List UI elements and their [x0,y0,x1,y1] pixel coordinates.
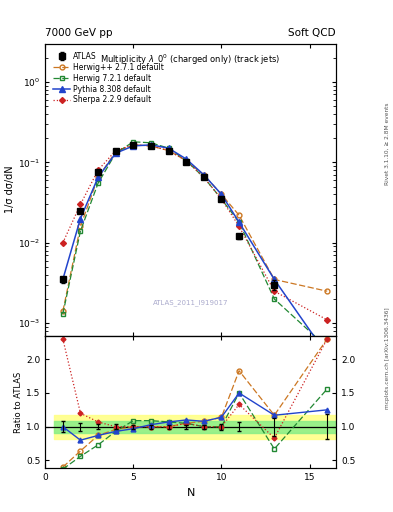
Sherpa 2.2.9 default [61,240,65,246]
Pythia 8.308 default [166,145,171,151]
Sherpa 2.2.9 default [202,174,206,180]
Sherpa 2.2.9 default [237,223,241,229]
Herwig 7.2.1 default [325,345,330,351]
Sherpa 2.2.9 default [78,201,83,207]
Herwig 7.2.1 default [61,311,65,317]
Sherpa 2.2.9 default [325,317,330,323]
Herwig++ 2.7.1 default [96,174,101,180]
Herwig 7.2.1 default [184,158,189,164]
Herwig++ 2.7.1 default [149,143,153,149]
Herwig++ 2.7.1 default [202,172,206,178]
Herwig++ 2.7.1 default [78,223,83,229]
Sherpa 2.2.9 default [96,167,101,173]
Herwig++ 2.7.1 default [184,158,189,164]
Herwig 7.2.1 default [113,150,118,156]
Line: Herwig 7.2.1 default: Herwig 7.2.1 default [61,139,330,350]
Sherpa 2.2.9 default [272,288,277,294]
Line: Herwig++ 2.7.1 default: Herwig++ 2.7.1 default [61,142,330,314]
X-axis label: N: N [186,488,195,498]
Pythia 8.308 default [237,219,241,225]
Sherpa 2.2.9 default [184,158,189,164]
Pythia 8.308 default [149,142,153,148]
Herwig++ 2.7.1 default [237,212,241,218]
Y-axis label: Ratio to ATLAS: Ratio to ATLAS [14,371,23,433]
Herwig 7.2.1 default [202,174,206,180]
Herwig 7.2.1 default [237,219,241,225]
Text: 7000 GeV pp: 7000 GeV pp [45,28,113,38]
Y-axis label: 1/σ dσ/dN: 1/σ dσ/dN [5,166,15,214]
Herwig 7.2.1 default [149,140,153,146]
Pythia 8.308 default [202,172,206,178]
Text: Rivet 3.1.10, ≥ 2.8M events: Rivet 3.1.10, ≥ 2.8M events [385,102,390,185]
Sherpa 2.2.9 default [166,147,171,154]
Sherpa 2.2.9 default [149,143,153,149]
Sherpa 2.2.9 default [113,147,118,154]
Herwig++ 2.7.1 default [272,276,277,283]
Herwig 7.2.1 default [219,196,224,202]
Text: Multiplicity $\lambda\_0^0$ (charged only) (track jets): Multiplicity $\lambda\_0^0$ (charged onl… [101,52,281,67]
Sherpa 2.2.9 default [131,142,136,148]
Pythia 8.308 default [78,216,83,222]
Pythia 8.308 default [219,191,224,198]
Line: Sherpa 2.2.9 default: Sherpa 2.2.9 default [61,143,329,322]
Herwig++ 2.7.1 default [166,147,171,154]
Pythia 8.308 default [113,150,118,156]
Herwig++ 2.7.1 default [219,191,224,198]
Pythia 8.308 default [184,156,189,162]
Herwig++ 2.7.1 default [131,142,136,148]
Herwig 7.2.1 default [131,139,136,145]
Text: Soft QCD: Soft QCD [288,28,336,38]
Sherpa 2.2.9 default [219,196,224,202]
Pythia 8.308 default [96,174,101,180]
Herwig++ 2.7.1 default [113,149,118,155]
Herwig 7.2.1 default [78,228,83,234]
Text: mcplots.cern.ch [arXiv:1306.3436]: mcplots.cern.ch [arXiv:1306.3436] [385,308,390,409]
Pythia 8.308 default [272,276,277,283]
Herwig++ 2.7.1 default [61,308,65,314]
Herwig 7.2.1 default [272,296,277,302]
Text: ATLAS_2011_I919017: ATLAS_2011_I919017 [153,300,228,307]
Line: Pythia 8.308 default: Pythia 8.308 default [60,142,330,358]
Pythia 8.308 default [131,143,136,149]
Herwig 7.2.1 default [96,180,101,186]
Legend: ATLAS, Herwig++ 2.7.1 default, Herwig 7.2.1 default, Pythia 8.308 default, Sherp: ATLAS, Herwig++ 2.7.1 default, Herwig 7.… [52,50,166,106]
Pythia 8.308 default [61,276,65,283]
Herwig++ 2.7.1 default [325,288,330,294]
Pythia 8.308 default [325,352,330,358]
Herwig 7.2.1 default [166,145,171,151]
